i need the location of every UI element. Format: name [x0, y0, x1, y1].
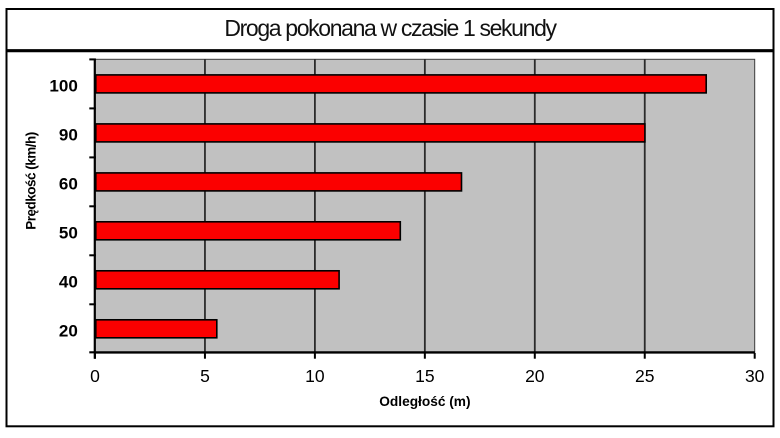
svg-text:20: 20 — [525, 366, 545, 386]
svg-text:40: 40 — [59, 273, 78, 292]
svg-text:60: 60 — [59, 175, 78, 194]
svg-text:90: 90 — [59, 126, 78, 145]
svg-text:20: 20 — [59, 322, 78, 341]
svg-text:Droga pokonana w czasie 1 seku: Droga pokonana w czasie 1 sekundy — [224, 15, 557, 41]
svg-text:0: 0 — [90, 366, 100, 386]
svg-text:10: 10 — [305, 366, 325, 386]
svg-text:5: 5 — [200, 366, 210, 386]
svg-text:100: 100 — [49, 77, 77, 96]
svg-text:50: 50 — [59, 224, 78, 243]
svg-text:Odległość (m): Odległość (m) — [379, 394, 470, 409]
svg-text:15: 15 — [415, 366, 434, 386]
svg-text:25: 25 — [635, 366, 654, 386]
svg-text:30: 30 — [745, 366, 765, 386]
svg-text:Prędkość (km/h): Prędkość (km/h) — [23, 132, 38, 230]
